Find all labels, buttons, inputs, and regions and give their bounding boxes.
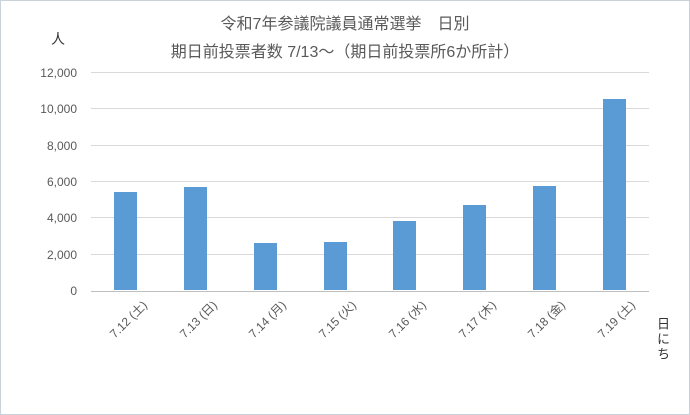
- bar-7.18 (金): [533, 186, 556, 290]
- bar-7.13 (日): [184, 187, 207, 290]
- bar-7.15 (火): [324, 242, 347, 290]
- gridline: [91, 108, 649, 109]
- y-tick-label: 2,000: [46, 248, 77, 262]
- x-tick-label: 7.16 (水): [385, 298, 429, 341]
- bar-7.17 (木): [463, 205, 486, 290]
- x-axis-title: 日にち: [655, 317, 670, 362]
- x-tick-label: 7.12 (土): [106, 298, 150, 341]
- x-tick-label: 7.15 (火): [315, 298, 359, 341]
- y-tick-label: 4,000: [46, 211, 77, 225]
- bar-7.12 (土): [114, 192, 137, 290]
- y-tick-label: 10,000: [40, 102, 77, 116]
- bar-7.16 (水): [393, 221, 416, 290]
- chart-title-line1: 令和7年参議院議員通常選挙 日別: [220, 16, 470, 33]
- gridline: [91, 254, 649, 255]
- y-tick-label: 12,000: [40, 66, 77, 80]
- gridline: [91, 181, 649, 182]
- x-tick-label: 7.13 (日): [176, 298, 220, 341]
- x-axis-line: [91, 291, 649, 292]
- x-tick-label: 7.17 (木): [455, 298, 499, 341]
- plot-area: [91, 72, 649, 292]
- bar-7.19 (土): [603, 99, 626, 290]
- y-tick-label: 0: [70, 284, 77, 298]
- x-tick-label: 7.14 (月): [245, 298, 289, 341]
- gridline: [91, 145, 649, 146]
- y-tick-label: 6,000: [46, 175, 77, 189]
- bar-7.14 (月): [254, 243, 277, 290]
- y-tick-label: 8,000: [46, 139, 77, 153]
- x-tick-label: 7.19 (土): [594, 298, 638, 341]
- gridline: [91, 72, 649, 73]
- chart-title-line2: 期日前投票者数 7/13～（期日前投票所6か所計）: [170, 44, 520, 61]
- gridline: [91, 217, 649, 218]
- chart-title: 令和7年参議院議員通常選挙 日別 期日前投票者数 7/13～（期日前投票所6か所…: [1, 11, 689, 67]
- x-tick-label: 7.18 (金): [524, 298, 568, 341]
- y-axis-title: 人: [51, 31, 65, 47]
